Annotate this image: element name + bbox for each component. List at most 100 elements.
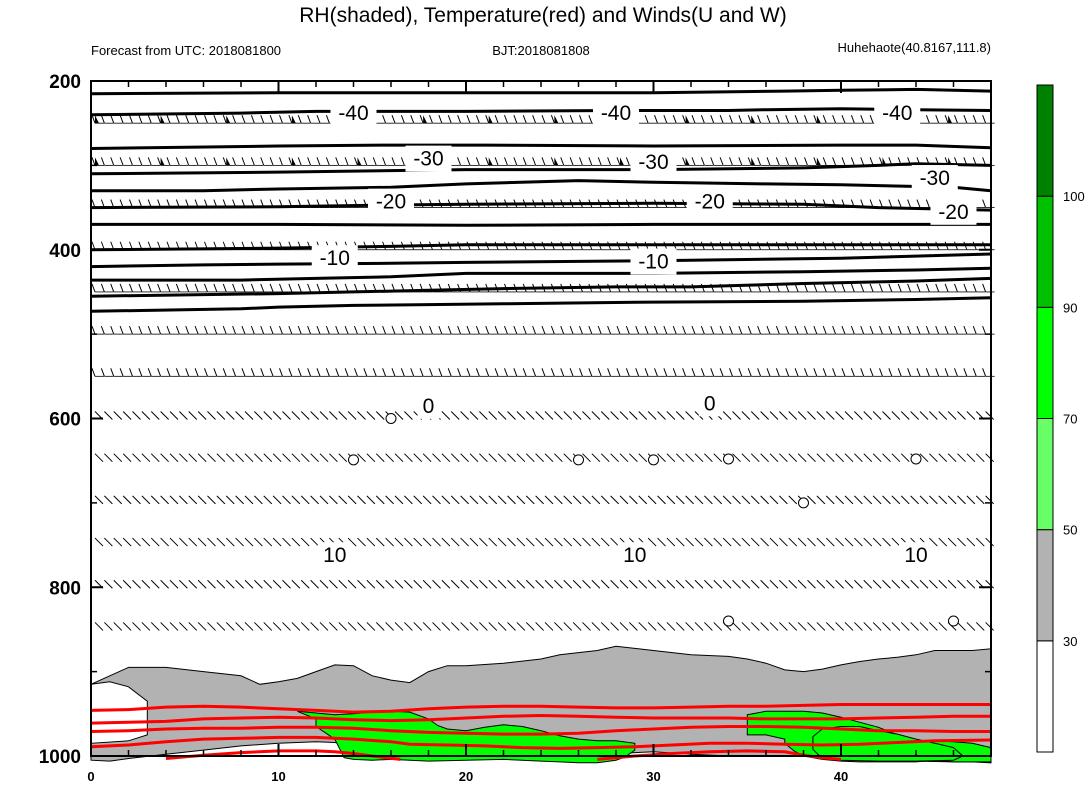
wind-barb-feather — [935, 115, 940, 124]
wind-barb — [704, 579, 713, 589]
wind-barb — [919, 453, 929, 463]
wind-barb-feather — [513, 199, 518, 208]
wind-barb — [291, 495, 301, 505]
wind-barb — [704, 537, 713, 547]
wind-barb-pennant — [882, 157, 887, 166]
wind-barb-feather — [841, 199, 846, 208]
wind-barb — [610, 579, 619, 589]
wind-barb-feather — [391, 368, 396, 377]
wind-barb — [244, 411, 254, 420]
wind-barb — [788, 453, 798, 463]
wind-barb-feather — [747, 115, 752, 124]
wind-barb — [479, 411, 488, 420]
wind-barb — [244, 579, 254, 589]
wind-barb-feather — [457, 157, 462, 166]
wind-barb-feather — [747, 241, 752, 250]
contour-label-box — [330, 100, 377, 127]
wind-barb — [600, 537, 610, 547]
calm-wind-marker — [385, 413, 397, 424]
wind-barb-feather — [354, 368, 358, 377]
wind-barb-feather — [916, 368, 921, 377]
wind-barb-feather — [766, 115, 771, 124]
wind-barb — [863, 411, 873, 420]
wind-barb — [675, 495, 685, 505]
wind-barb-feather — [232, 325, 237, 335]
wind-barb-feather — [879, 283, 883, 293]
wind-barb-feather — [419, 199, 424, 208]
wind-barb-feather — [944, 368, 949, 377]
wind-barb — [235, 579, 244, 589]
wind-barb-feather — [747, 157, 752, 166]
wind-barb — [816, 411, 826, 420]
wind-barb-pennant — [291, 157, 296, 166]
wind-barb — [244, 537, 254, 547]
wind-barb-feather — [541, 157, 546, 166]
wind-barb-feather — [175, 241, 180, 250]
wind-barb-feather — [897, 325, 902, 335]
wind-barb-feather — [532, 283, 537, 293]
wind-barb — [150, 453, 160, 463]
wind-barb-feather — [700, 241, 705, 250]
wind-barb-feather — [232, 241, 237, 250]
wind-barb-feather — [794, 325, 799, 335]
wind-barb — [929, 411, 938, 420]
wind-barb — [160, 495, 169, 505]
wind-barb-feather — [682, 368, 687, 377]
wind-barb — [572, 579, 582, 589]
wind-barb-feather — [400, 241, 405, 250]
wind-barb — [113, 579, 123, 589]
wind-barb-feather — [954, 157, 958, 166]
wind-barb-feather — [513, 283, 518, 293]
wind-barb — [797, 537, 807, 547]
wind-barb — [104, 579, 113, 589]
wind-barb-feather — [588, 115, 593, 124]
wind-barb-feather — [747, 199, 752, 208]
wind-barb — [957, 411, 966, 420]
wind-barb-feather — [110, 283, 115, 293]
contour-label: 0 — [423, 395, 435, 418]
wind-barb — [910, 495, 919, 505]
wind-barb-feather — [569, 241, 574, 250]
wind-barb-feather — [297, 199, 302, 208]
wind-barb — [807, 579, 816, 589]
wind-barb-feather — [138, 368, 143, 377]
wind-barb-feather — [869, 115, 874, 124]
wind-barb-feather — [747, 325, 752, 335]
wind-barb — [141, 537, 151, 547]
wind-barb-feather — [119, 283, 124, 293]
wind-barb-feather — [569, 115, 574, 124]
wind-barb — [750, 411, 760, 420]
wind-barb-feather — [597, 157, 602, 166]
wind-barb — [769, 411, 779, 420]
wind-barb — [947, 579, 957, 589]
wind-barb-feather — [475, 283, 480, 293]
wind-barb-feather — [738, 283, 743, 293]
wind-barb-feather — [241, 368, 246, 377]
wind-barb-feather — [410, 325, 415, 335]
wind-barb — [469, 495, 479, 505]
wind-barb — [835, 537, 844, 547]
wind-row-300 — [91, 157, 995, 166]
wind-barb — [338, 622, 348, 631]
wind-barb — [600, 495, 610, 505]
wind-barb-feather — [297, 325, 302, 335]
wind-barb — [872, 579, 882, 589]
wind-barb — [966, 622, 976, 631]
wind-barb — [844, 495, 854, 505]
wind-barb — [647, 495, 657, 505]
wind-barb-feather — [916, 241, 921, 250]
wind-barb-feather — [644, 241, 649, 250]
wind-barb — [666, 622, 676, 631]
wind-barb-feather — [925, 283, 930, 293]
wind-barb — [104, 622, 113, 631]
wind-barb — [488, 411, 498, 420]
wind-barb-feather — [119, 368, 124, 377]
wind-barb-feather — [850, 241, 855, 250]
wind-barb-feather — [832, 199, 837, 208]
wind-barb-feather — [344, 283, 349, 293]
wind-barb-feather — [354, 283, 358, 293]
wind-barb-feather — [166, 115, 171, 124]
wind-barb — [919, 622, 929, 631]
wind-barb-feather — [166, 241, 171, 250]
wind-barb — [441, 622, 451, 631]
